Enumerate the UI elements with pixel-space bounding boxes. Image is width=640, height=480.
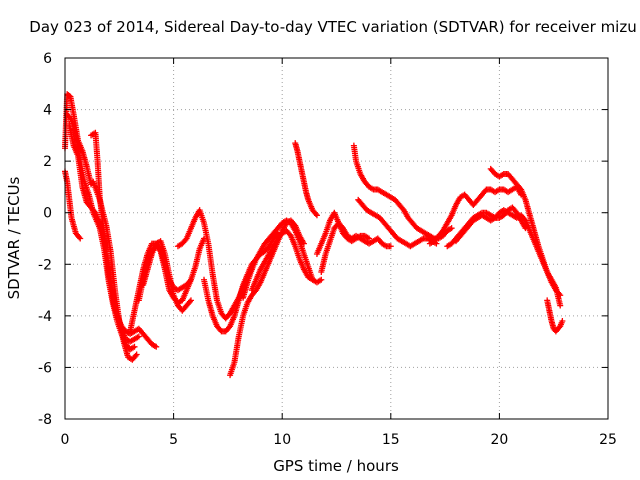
data-point-marker: [153, 343, 160, 350]
data-series: [140, 238, 194, 314]
data-series: [313, 209, 373, 257]
tick-layer: 0 5 10 15 20 25 -8 -6 -4 -2 0 2 4 6: [38, 51, 617, 448]
data-series: [544, 297, 566, 335]
data-series: [355, 196, 440, 250]
data-series: [227, 217, 307, 379]
data-point-marker: [387, 243, 394, 250]
data-point-marker: [557, 302, 564, 309]
data-point-marker: [312, 211, 319, 218]
y-tick-label: 4: [43, 103, 52, 119]
data-point-marker: [559, 318, 566, 325]
data-point-marker: [131, 343, 138, 350]
data-point-marker: [318, 276, 325, 283]
x-tick-label: 25: [599, 432, 617, 448]
data-point-marker: [186, 298, 193, 305]
y-tick-label: -2: [38, 257, 52, 273]
x-tick-label: 5: [169, 432, 178, 448]
data-point-marker: [187, 297, 194, 304]
data-point-marker: [556, 324, 563, 331]
data-point-marker: [182, 236, 189, 243]
data-series: [248, 227, 325, 294]
data-point-marker: [286, 231, 293, 238]
data-series: [487, 165, 564, 309]
data-point-marker: [448, 225, 455, 232]
data-point-marker: [132, 352, 139, 359]
data-series: [426, 183, 525, 247]
plot-frame: [64, 57, 609, 420]
data-point-marker: [225, 324, 232, 331]
data-point-marker: [521, 216, 528, 223]
data-series: [88, 129, 160, 350]
y-tick-label: -4: [38, 309, 52, 325]
y-axis-label: SDTVAR / TECUs: [5, 176, 23, 299]
data-point-marker: [67, 115, 74, 122]
data-point-marker: [133, 351, 140, 358]
x-tick-label: 0: [61, 432, 70, 448]
x-tick-label: 15: [382, 432, 400, 448]
y-tick-label: -6: [38, 360, 52, 376]
data-series: [350, 142, 455, 242]
data-point-marker: [517, 185, 524, 192]
y-tick-label: 0: [43, 206, 52, 222]
data-point-marker: [313, 212, 320, 219]
data-point-marker: [91, 208, 98, 215]
x-tick-label: 20: [490, 432, 508, 448]
y-tick-label: 2: [43, 154, 52, 170]
y-tick-label: 6: [43, 51, 52, 67]
data-layer: [62, 91, 566, 379]
y-tick-label: -8: [38, 412, 52, 428]
data-point-marker: [77, 235, 84, 242]
data-point-marker: [135, 333, 142, 340]
data-series: [292, 140, 320, 219]
x-tick-label: 10: [273, 432, 291, 448]
chart-title: Day 023 of 2014, Sidereal Day-to-day VTE…: [29, 18, 636, 36]
x-axis-label: GPS time / hours: [273, 457, 399, 475]
data-point-marker: [76, 234, 83, 241]
data-point-marker: [366, 235, 373, 242]
